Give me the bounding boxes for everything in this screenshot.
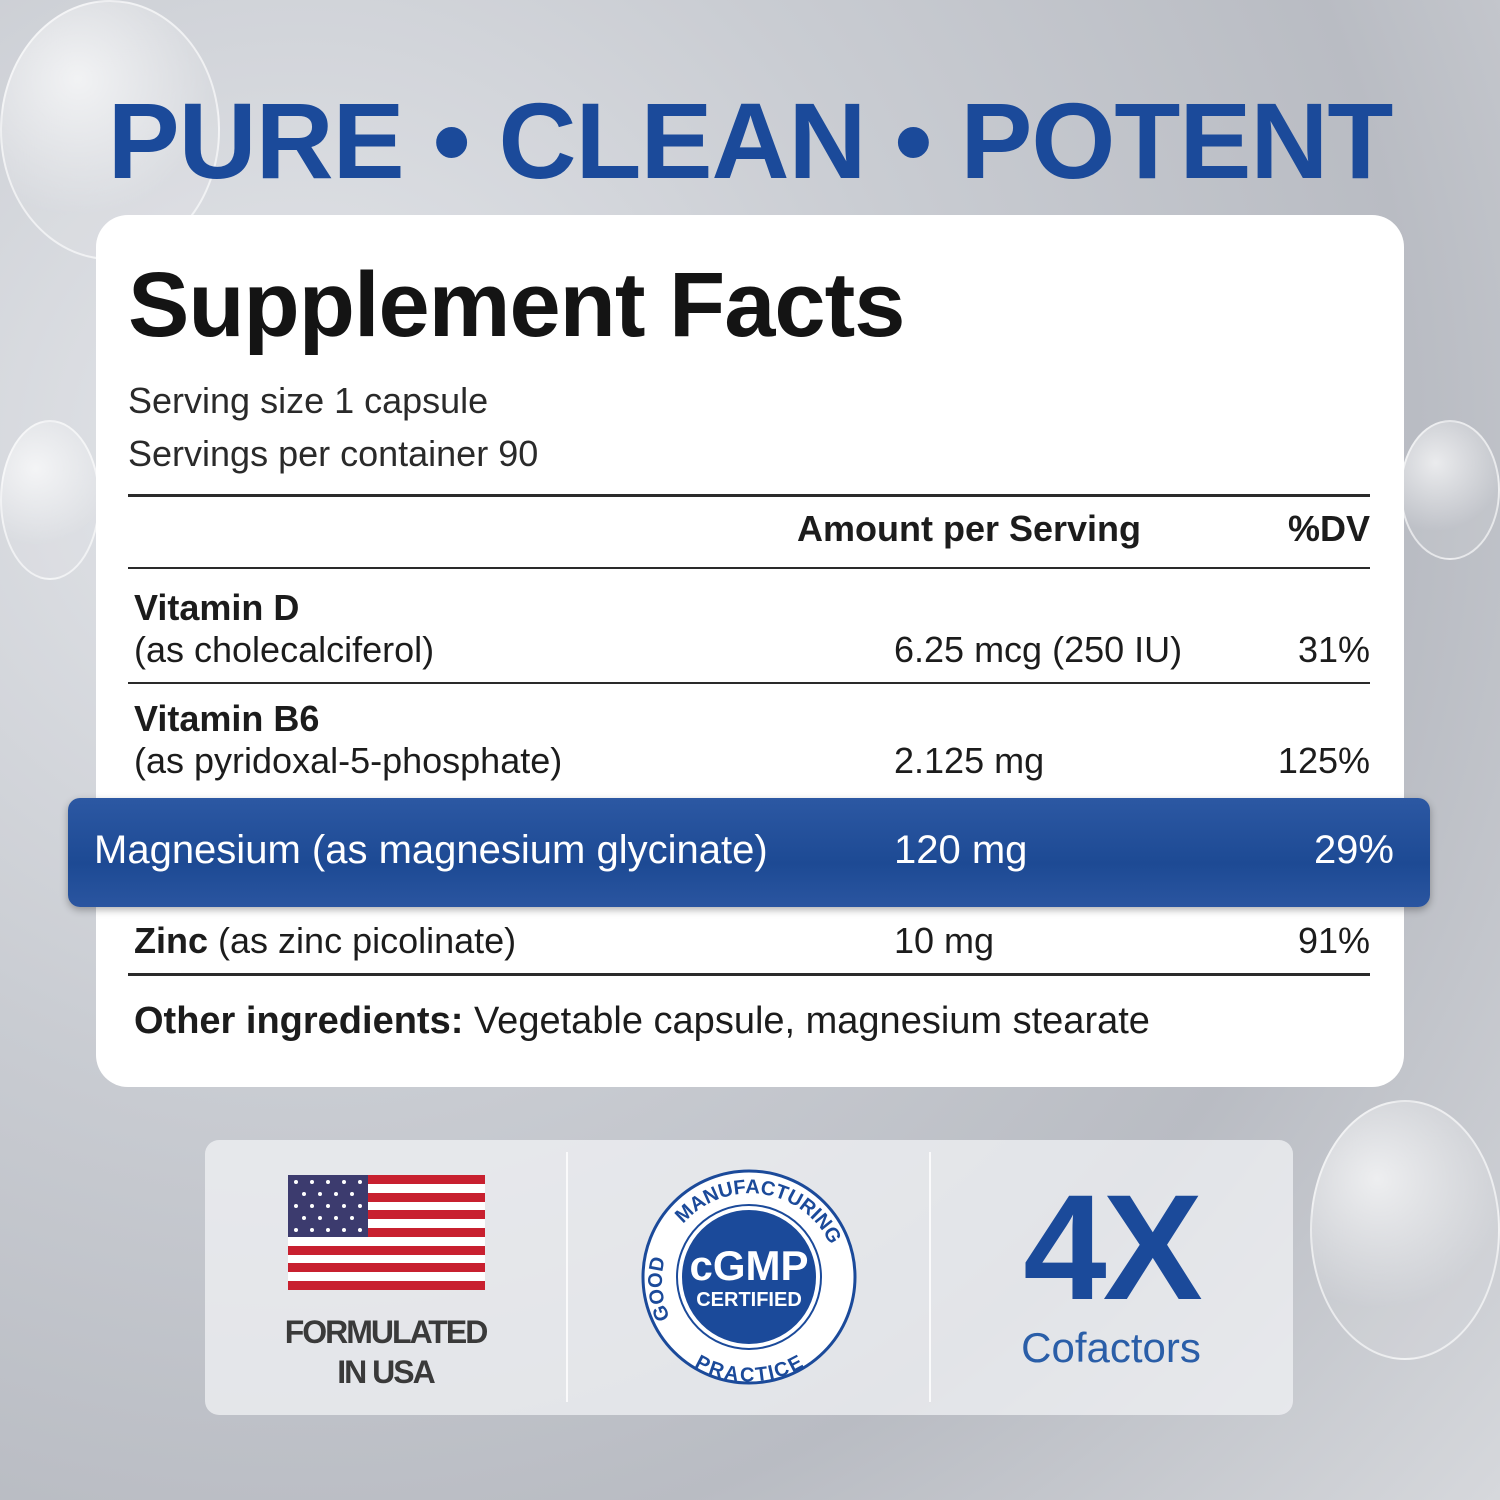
- divider: [128, 973, 1370, 976]
- nutrient-dv: 125%: [1277, 740, 1370, 781]
- other-ingredients-value: Vegetable capsule, magnesium stearate: [473, 1000, 1150, 1042]
- nutrient-amount: 2.125 mg: [894, 740, 1045, 781]
- nutrient-name: Magnesium: [94, 828, 301, 872]
- nutrient-dv: 91%: [1297, 920, 1370, 961]
- nutrient-amount: 120 mg: [894, 828, 1028, 872]
- decorative-bubble: [1310, 1100, 1500, 1360]
- divider: [929, 1152, 931, 1402]
- decorative-bubble: [0, 420, 100, 580]
- nutrient-dv: 29%: [1313, 828, 1394, 872]
- nutrient-name: Zinc: [134, 920, 209, 961]
- nutrient-row-zinc: Zinc (as zinc picolinate): [134, 920, 516, 962]
- header-dv: %DV: [1287, 508, 1370, 549]
- cgmp-seal-icon: GOOD MANUFACTURING PRACTICE cGMP CERTIFI…: [641, 1169, 857, 1386]
- cofactor-label: Cofactors: [1021, 1324, 1201, 1371]
- seal-cgmp: cGMP: [689, 1242, 808, 1289]
- nutrient-form: (as magnesium glycinate): [311, 828, 768, 872]
- badges-panel: FORMULATED IN USA GOOD MANUFACTURING PRA…: [205, 1140, 1293, 1415]
- divider: [128, 494, 1370, 497]
- decorative-bubble: [1400, 420, 1500, 560]
- divider: [566, 1152, 568, 1402]
- nutrient-name: Vitamin B6: [134, 698, 320, 739]
- supplement-facts-card: Supplement Facts Serving size 1 capsule …: [96, 215, 1404, 1087]
- serving-size: Serving size 1 capsule: [128, 380, 489, 421]
- divider: [128, 567, 1370, 569]
- nutrient-row-magnesium: Magnesium (as magnesium glycinate): [94, 828, 768, 873]
- nutrient-dv: 31%: [1297, 629, 1370, 670]
- other-ingredients: Other ingredients: Vegetable capsule, ma…: [134, 1000, 1150, 1043]
- nutrient-amount: 6.25 mcg (250 IU): [894, 629, 1183, 670]
- usa-line1: FORMULATED: [284, 1314, 489, 1350]
- seal-certified: CERTIFIED: [696, 1289, 802, 1311]
- nutrient-name: Vitamin D: [134, 587, 300, 628]
- divider: [128, 682, 1370, 684]
- header-amount: Amount per Serving: [797, 508, 1142, 549]
- formulated-in-usa: FORMULATED IN USA: [205, 1312, 566, 1392]
- headline: PURE • CLEAN • POTENT: [107, 80, 1394, 201]
- nutrient-form: (as cholecalciferol): [134, 629, 435, 670]
- servings-per-container: Servings per container 90: [128, 433, 539, 474]
- nutrient-amount: 10 mg: [894, 920, 995, 961]
- highlighted-row-magnesium: Magnesium (as magnesium glycinate) 120 m…: [68, 798, 1430, 907]
- facts-title: Supplement Facts: [128, 254, 905, 356]
- other-ingredients-label: Other ingredients:: [134, 1000, 464, 1042]
- usa-line2: IN USA: [337, 1354, 435, 1390]
- usa-flag-icon: [288, 1175, 485, 1290]
- nutrient-form: (as pyridoxal-5-phosphate): [134, 740, 563, 781]
- cofactor-number: 4X: [1023, 1163, 1202, 1331]
- nutrient-form: (as zinc picolinate): [218, 920, 517, 961]
